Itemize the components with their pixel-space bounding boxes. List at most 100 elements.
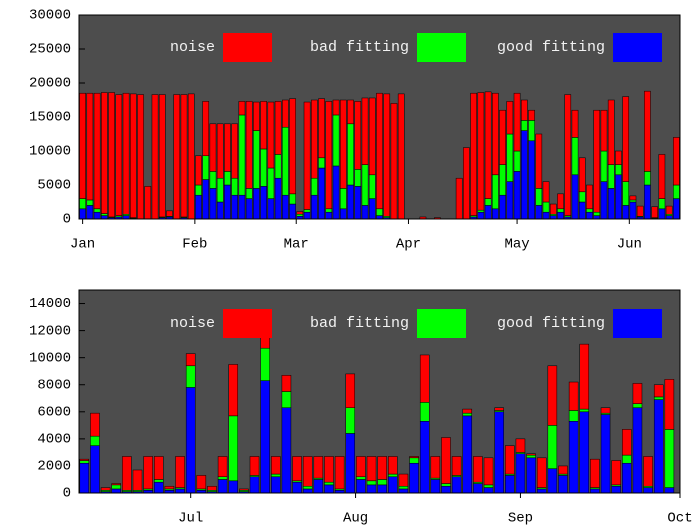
bar-segment <box>303 101 311 210</box>
legend-label: good fitting <box>497 39 605 56</box>
bar-segment <box>492 208 499 220</box>
bar-segment <box>100 487 111 491</box>
bar-segment <box>390 103 398 220</box>
bar-segment <box>673 184 680 199</box>
bar-segment <box>665 215 673 220</box>
bar-segment <box>579 411 590 494</box>
x-tick-label: Oct <box>667 511 692 526</box>
y-tick-label: 4000 <box>37 432 71 448</box>
bar-segment <box>93 211 101 220</box>
bar-segment <box>274 101 282 155</box>
bar-segment <box>361 164 369 206</box>
bar-segment <box>195 184 202 196</box>
x-tick-label: Jul <box>178 511 203 526</box>
bar-segment <box>289 98 296 195</box>
bar-segment <box>318 98 325 159</box>
bar-segment <box>209 188 217 220</box>
bar-segment <box>494 407 504 411</box>
bar-segment <box>492 92 499 176</box>
bar-segment <box>441 485 451 494</box>
bar-segment <box>332 165 340 220</box>
bar-segment <box>282 99 289 128</box>
bar-segment <box>354 101 362 170</box>
bar-segment <box>137 94 144 220</box>
bar-segment <box>366 480 377 486</box>
bar-segment <box>528 109 535 121</box>
bar-segment <box>651 206 658 218</box>
x-tick-label: Mar <box>284 237 309 253</box>
bar-segment <box>590 458 600 488</box>
bar-segment <box>253 101 260 131</box>
bar-segment <box>231 177 239 196</box>
bar-segment <box>658 208 666 220</box>
bar-segment <box>196 475 207 490</box>
x-tick-label: Apr <box>396 237 421 253</box>
bar-segment <box>318 157 325 169</box>
bar-segment <box>282 194 289 220</box>
bar-segment <box>600 181 608 220</box>
bar-segment <box>536 457 547 488</box>
bar-segment <box>629 201 637 220</box>
legend-swatch <box>417 33 466 62</box>
bar-segment <box>302 488 313 494</box>
bar-segment <box>274 177 282 220</box>
bar-segment <box>611 460 621 486</box>
bar-segment <box>557 208 564 213</box>
bar-segment <box>419 402 430 422</box>
bar-segment <box>296 213 304 217</box>
bar-segment <box>292 481 302 494</box>
bar-segment <box>526 454 536 459</box>
y-tick-label: 30000 <box>29 8 71 24</box>
bar-segment <box>249 456 260 476</box>
bar-segment <box>600 109 608 152</box>
bar-segment <box>593 211 601 216</box>
bar-segment <box>483 487 494 494</box>
x-tick-label: Sep <box>508 511 533 526</box>
bar-segment <box>345 433 356 494</box>
bar-segment <box>79 458 90 461</box>
bar-segment <box>354 186 362 220</box>
bar-segment <box>528 120 535 142</box>
bar-segment <box>281 375 292 392</box>
bar-segment <box>455 177 463 220</box>
bar-segment <box>195 194 202 220</box>
bar-segment <box>484 205 492 220</box>
bar-segment <box>154 456 164 480</box>
bar-segment <box>388 456 398 475</box>
bar-segment <box>653 399 664 494</box>
bar-segment <box>231 123 239 179</box>
bar-segment <box>101 213 108 216</box>
bar-segment <box>526 457 536 494</box>
bar-segment <box>600 150 608 182</box>
y-tick-label: 0 <box>63 486 71 502</box>
bar-segment <box>224 123 231 172</box>
bar-segment <box>368 174 376 199</box>
bar-segment <box>207 485 217 491</box>
bar-segment <box>388 473 398 478</box>
bar-segment <box>90 445 100 494</box>
bar-segment <box>615 164 622 176</box>
bar-segment <box>506 101 514 135</box>
bar-segment <box>324 481 334 486</box>
bar-segment <box>658 154 666 199</box>
x-tick-label: Jan <box>70 237 95 253</box>
bar-segment <box>419 421 430 494</box>
bar-segment <box>79 198 86 210</box>
bar-segment <box>398 473 409 487</box>
bar-segment <box>158 94 166 218</box>
bar-segment <box>558 475 568 494</box>
bar-segment <box>238 114 246 196</box>
bar-segment <box>473 456 483 483</box>
bar-segment <box>313 479 324 494</box>
bar-segment <box>267 101 275 169</box>
bar-segment <box>571 137 579 176</box>
bar-segment <box>325 211 333 220</box>
bar-segment <box>547 468 558 494</box>
bar-segment <box>187 93 195 220</box>
legend-label: bad fitting <box>310 39 409 56</box>
bar-segment <box>513 171 521 220</box>
bar-segment <box>622 96 630 182</box>
bar-segment <box>376 92 383 210</box>
bar-segment <box>325 101 333 210</box>
bar-segment <box>238 194 246 220</box>
